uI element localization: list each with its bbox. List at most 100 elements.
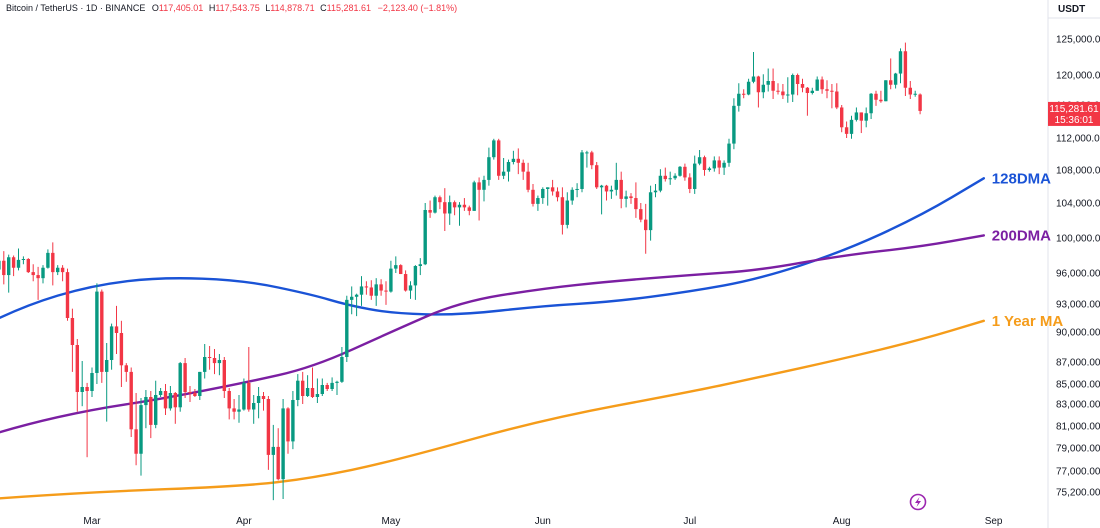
candle — [658, 169, 663, 193]
candle — [585, 150, 589, 168]
candle-body — [580, 152, 584, 189]
candle-body — [408, 285, 413, 291]
candle — [712, 156, 716, 172]
candle-body — [139, 405, 143, 454]
candle — [497, 138, 501, 180]
candle-body — [154, 395, 158, 425]
candle — [46, 249, 50, 269]
candle-body — [585, 152, 589, 154]
symbol-label: Bitcoin / TetherUS · 1D · BINANCE — [6, 3, 145, 13]
candle-body — [751, 76, 756, 82]
candle-body — [41, 267, 45, 279]
candle — [879, 90, 883, 103]
candle-body — [766, 81, 770, 85]
candle — [389, 260, 393, 293]
candle-body — [697, 157, 702, 164]
candle-body — [653, 190, 658, 193]
candle — [555, 187, 560, 202]
candle — [443, 188, 447, 231]
candle — [482, 175, 486, 202]
open-value: 117,405.01 — [159, 3, 203, 13]
candle-body — [595, 165, 599, 188]
date-tick-label: May — [381, 516, 400, 527]
candle — [776, 83, 780, 95]
candle — [462, 198, 467, 211]
candle-body — [893, 73, 898, 85]
ma-128-label: 128DMA — [992, 170, 1051, 187]
candle — [203, 344, 207, 379]
candle — [673, 173, 677, 180]
date-tick-label: Aug — [833, 516, 851, 527]
candle-body — [51, 252, 55, 273]
ma-200-label: 200DMA — [992, 227, 1051, 244]
open-label: O — [152, 3, 159, 13]
candle — [810, 87, 814, 95]
candle-body — [301, 380, 305, 396]
candle-body — [178, 363, 182, 408]
candle-body — [614, 179, 618, 190]
candle — [188, 386, 192, 402]
candle-body — [536, 198, 540, 204]
candle — [702, 155, 707, 176]
price-tick-label: 120,000.00 — [1056, 71, 1100, 82]
candle-body — [232, 408, 236, 412]
candle — [492, 138, 496, 160]
candle — [742, 89, 746, 99]
candle-body — [511, 158, 516, 162]
candle — [11, 255, 16, 277]
candle-body — [482, 179, 486, 190]
candle-body — [291, 400, 295, 442]
candle-body — [26, 259, 30, 273]
candle-body — [546, 187, 550, 189]
candle — [252, 395, 256, 424]
candle-body — [193, 393, 197, 396]
lightning-icon[interactable] — [909, 493, 927, 511]
candle-body — [271, 446, 275, 455]
candle — [394, 256, 398, 273]
candle — [291, 391, 295, 450]
candle-body — [374, 284, 378, 296]
candle-body — [305, 388, 310, 396]
candle-body — [252, 403, 256, 410]
ma-labels: 128DMA 200DMA 1 Year MA — [992, 170, 1064, 330]
last-price-marker: 115,281.61 15:36:01 — [1048, 101, 1100, 126]
candle-body — [227, 391, 231, 409]
candle-body — [330, 382, 334, 389]
close-value: 115,281.61 — [327, 3, 371, 13]
candle — [653, 184, 658, 198]
candle-body — [884, 80, 888, 102]
close-label: C — [320, 3, 327, 13]
candle — [193, 389, 197, 397]
candle — [688, 173, 692, 194]
candle — [452, 200, 457, 216]
date-tick-label: Mar — [83, 516, 101, 527]
candle-body — [795, 75, 800, 84]
candle — [158, 388, 163, 397]
candle-body — [276, 446, 280, 480]
candle — [379, 279, 383, 296]
price-tick-label: 112,000.00 — [1056, 134, 1100, 145]
high-value: 117,543.75 — [215, 3, 259, 13]
candle-body — [428, 210, 432, 213]
candle-body — [791, 75, 795, 95]
candle — [521, 159, 525, 180]
last-price-background — [1048, 101, 1100, 126]
candle — [644, 203, 648, 254]
candle — [433, 195, 437, 214]
candle-body — [163, 391, 168, 409]
candle-body — [639, 209, 643, 220]
candle-body — [80, 387, 84, 392]
candle — [320, 378, 324, 396]
candle-body — [354, 294, 359, 297]
candle-body — [198, 371, 202, 396]
candle — [139, 398, 143, 476]
candle — [374, 278, 378, 306]
candle-body — [403, 274, 408, 291]
candle-body — [345, 299, 349, 357]
candle — [884, 80, 888, 102]
candle — [16, 248, 21, 271]
candle-body — [144, 397, 148, 406]
candle — [751, 51, 756, 84]
time-axis[interactable]: Mar Apr May Jun Jul Aug Sep — [83, 516, 1003, 527]
